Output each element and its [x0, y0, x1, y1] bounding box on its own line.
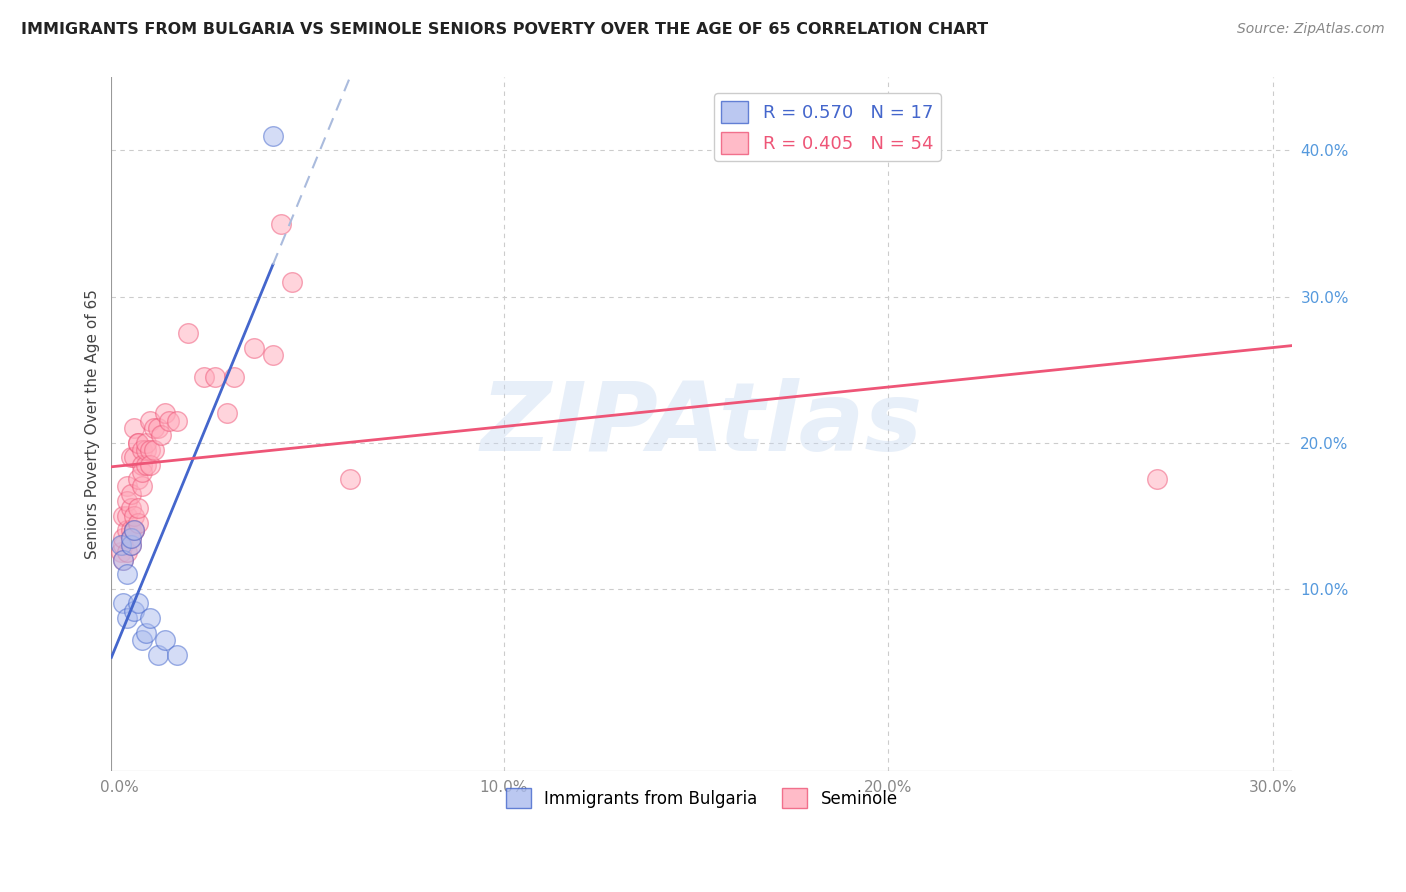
- Point: [110, 545, 132, 559]
- Point: [115, 611, 138, 625]
- Point: [139, 442, 162, 457]
- Point: [135, 625, 157, 640]
- Point: [124, 604, 146, 618]
- Point: [115, 545, 138, 559]
- Point: [142, 421, 165, 435]
- Point: [135, 435, 157, 450]
- Point: [111, 531, 134, 545]
- Point: [1146, 472, 1168, 486]
- Text: IMMIGRANTS FROM BULGARIA VS SEMINOLE SENIORS POVERTY OVER THE AGE OF 65 CORRELAT: IMMIGRANTS FROM BULGARIA VS SEMINOLE SEN…: [21, 22, 988, 37]
- Point: [124, 524, 146, 538]
- Y-axis label: Seniors Poverty Over the Age of 65: Seniors Poverty Over the Age of 65: [86, 290, 100, 559]
- Point: [115, 479, 138, 493]
- Point: [142, 442, 165, 457]
- Point: [111, 552, 134, 566]
- Point: [135, 442, 157, 457]
- Point: [127, 596, 149, 610]
- Point: [155, 407, 177, 421]
- Point: [110, 538, 132, 552]
- Point: [120, 538, 142, 552]
- Point: [115, 494, 138, 508]
- Point: [124, 524, 146, 538]
- Point: [139, 611, 162, 625]
- Point: [131, 632, 153, 647]
- Point: [131, 458, 153, 472]
- Point: [124, 450, 146, 465]
- Point: [166, 648, 188, 662]
- Point: [120, 538, 142, 552]
- Point: [131, 465, 153, 479]
- Point: [146, 648, 169, 662]
- Point: [242, 341, 264, 355]
- Point: [120, 501, 142, 516]
- Point: [224, 370, 246, 384]
- Point: [215, 407, 238, 421]
- Point: [139, 458, 162, 472]
- Text: Source: ZipAtlas.com: Source: ZipAtlas.com: [1237, 22, 1385, 37]
- Point: [262, 128, 284, 143]
- Point: [120, 531, 142, 545]
- Point: [131, 479, 153, 493]
- Legend: Immigrants from Bulgaria, Seminole: Immigrants from Bulgaria, Seminole: [499, 781, 904, 815]
- Point: [262, 348, 284, 362]
- Point: [115, 524, 138, 538]
- Point: [339, 472, 361, 486]
- Point: [115, 508, 138, 523]
- Point: [127, 435, 149, 450]
- Point: [127, 501, 149, 516]
- Point: [146, 421, 169, 435]
- Point: [111, 596, 134, 610]
- Point: [124, 508, 146, 523]
- Point: [124, 421, 146, 435]
- Point: [120, 487, 142, 501]
- Point: [150, 428, 173, 442]
- Point: [155, 632, 177, 647]
- Point: [120, 450, 142, 465]
- Point: [124, 524, 146, 538]
- Point: [127, 516, 149, 530]
- Point: [157, 414, 180, 428]
- Point: [111, 552, 134, 566]
- Point: [127, 435, 149, 450]
- Text: ZIPAtlas: ZIPAtlas: [481, 378, 922, 471]
- Point: [111, 508, 134, 523]
- Point: [127, 472, 149, 486]
- Point: [139, 414, 162, 428]
- Point: [115, 567, 138, 582]
- Point: [120, 524, 142, 538]
- Point: [120, 531, 142, 545]
- Point: [135, 458, 157, 472]
- Point: [111, 538, 134, 552]
- Point: [193, 370, 215, 384]
- Point: [131, 442, 153, 457]
- Point: [281, 275, 304, 289]
- Point: [177, 326, 200, 340]
- Point: [270, 217, 292, 231]
- Point: [204, 370, 226, 384]
- Point: [166, 414, 188, 428]
